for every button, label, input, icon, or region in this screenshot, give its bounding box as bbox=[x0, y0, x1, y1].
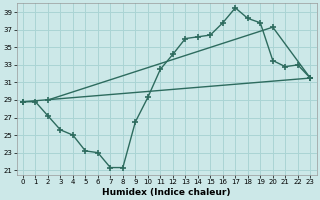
X-axis label: Humidex (Indice chaleur): Humidex (Indice chaleur) bbox=[102, 188, 231, 197]
